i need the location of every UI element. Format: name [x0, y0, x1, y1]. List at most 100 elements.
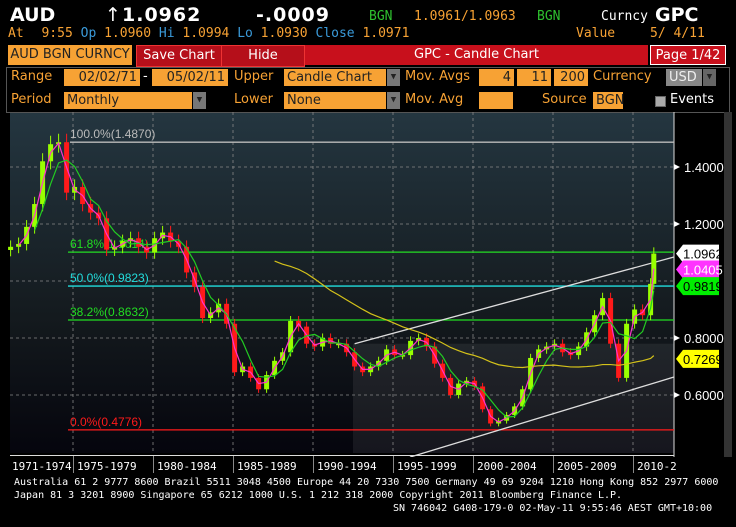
fib-level-label: 50.0%(0.9823) [70, 271, 149, 285]
footer-contacts-2: Japan 81 3 3201 8900 Singapore 65 6212 1… [14, 490, 623, 501]
source-field[interactable]: BGN [593, 92, 625, 109]
fib-level-label: 100.0%(1.4870) [70, 127, 155, 141]
ticker: AUD [10, 4, 56, 26]
trend-channel-lower [409, 376, 675, 457]
y-tick-label: 1.4000 [684, 160, 724, 175]
last-value-label: 1.0962 [683, 247, 723, 262]
range-separator: - [143, 69, 148, 84]
low-value: 1.0930 [260, 26, 308, 41]
last-value-label: 0.9819 [683, 279, 723, 294]
chevron-down-icon[interactable]: ▼ [387, 92, 400, 109]
y-tick-label: 1.2000 [684, 217, 724, 232]
chart-title: GPC - Candle Chart [305, 45, 648, 65]
x-axis-label: 1985-1989 [237, 460, 297, 473]
x-axis-divider [313, 455, 314, 473]
x-axis-label: 2000-2004 [477, 460, 537, 473]
fib-level-label: 38.2%(0.8632) [70, 305, 149, 319]
currency-select[interactable]: USD [666, 69, 702, 86]
last-value-label: 1.0405 [683, 262, 723, 277]
range-start-field[interactable]: 02/02/71 [64, 69, 140, 86]
last-value-tag [676, 244, 719, 263]
range-label: Range [11, 69, 53, 84]
security-field[interactable]: AUD BGN CURNCY [8, 45, 132, 65]
y-tick-label: 0.8000 [684, 331, 724, 346]
lower-label: Lower [234, 92, 273, 107]
y-tick [674, 335, 680, 341]
chevron-down-icon[interactable]: ▼ [193, 92, 206, 109]
fib-level-label: 0.0%(0.4776) [70, 415, 142, 429]
price-source: BGN [369, 9, 393, 24]
events-label: Events [670, 92, 715, 107]
x-axis-divider [233, 455, 234, 473]
function-name: GPC [655, 4, 699, 26]
x-axis-divider [553, 455, 554, 473]
candle-body [336, 343, 342, 346]
scrollbar[interactable] [724, 112, 732, 457]
candle-chart[interactable]: 1.40001.20000.80000.6000100.0%(1.4870)61… [0, 112, 736, 457]
x-axis-label: 1975-1979 [77, 460, 137, 473]
x-axis-label: 2005-2009 [557, 460, 617, 473]
last-value-label: 0.7269 [683, 352, 723, 367]
last-value-tag [676, 260, 719, 279]
chevron-down-icon[interactable]: ▼ [703, 69, 716, 86]
save-chart-button[interactable]: Save Chart [136, 45, 222, 67]
at-label: At [8, 26, 24, 41]
value-date: 5/ 4/11 [650, 26, 705, 41]
x-axis-label: 2010-2 [637, 460, 677, 473]
close-value: 1.0971 [362, 26, 410, 41]
events-checkbox[interactable] [655, 96, 666, 107]
source-label: Source [542, 92, 587, 107]
upper-label: Upper [234, 69, 274, 84]
mov-avgs-label: Mov. Avgs [405, 69, 470, 84]
open-label: Op [80, 26, 97, 41]
candle-body [400, 355, 406, 357]
function-prefix: Curncy [601, 9, 648, 24]
last-value-tag [676, 277, 719, 296]
period-label: Period [11, 92, 52, 107]
bid-ask-source: BGN [537, 9, 561, 24]
y-tick-label: 0.6000 [684, 388, 724, 403]
footer-serial: SN 746042 G408-179-0 02-May-11 9:55:46 A… [393, 503, 713, 514]
x-axis-divider [473, 455, 474, 473]
close-label: Close [315, 26, 355, 41]
mov-avg-3-field[interactable]: 200 [554, 69, 588, 86]
x-axis-divider [73, 455, 74, 473]
x-axis-line [10, 455, 674, 456]
hide-button[interactable]: Hide [221, 45, 305, 67]
x-axis-divider [153, 455, 154, 473]
lower-study-select[interactable]: None [284, 92, 386, 109]
y-tick [674, 392, 680, 398]
up-arrow-icon: ↑ [105, 4, 121, 26]
low-label: Lo [237, 26, 253, 41]
value-label: Value [576, 26, 616, 41]
last-price: 1.0962 [122, 4, 202, 26]
x-axis-label: 1971-1974 [12, 460, 72, 473]
candle-body [8, 246, 14, 250]
upper-study-select[interactable]: Candle Chart [284, 69, 386, 86]
net-change: -.0009 [256, 4, 330, 26]
candle-body [651, 253, 657, 284]
range-end-field[interactable]: 05/02/11 [152, 69, 228, 86]
mov-avg-field[interactable] [479, 92, 513, 109]
x-axis-label: 1990-1994 [317, 460, 377, 473]
trend-channel-upper [354, 256, 675, 345]
high-label: Hi [158, 26, 175, 41]
x-axis-label: 1980-1984 [157, 460, 217, 473]
open-value: 1.0960 [104, 26, 152, 41]
footer-contacts-1: Australia 61 2 9777 8600 Brazil 5511 304… [14, 477, 719, 488]
period-select[interactable]: Monthly [64, 92, 192, 109]
mov-avg-label: Mov. Avg [405, 92, 464, 107]
mov-avg-2-field[interactable]: 11 [517, 69, 551, 86]
page-indicator[interactable]: Page 1/42 [650, 45, 726, 65]
high-value: 1.0994 [182, 26, 230, 41]
mov-avg-1-field[interactable]: 4 [479, 69, 514, 86]
chevron-down-icon[interactable]: ▼ [387, 69, 400, 86]
ma-200-line [274, 260, 655, 369]
x-axis-divider [393, 455, 394, 473]
currency-label: Currency [593, 69, 652, 84]
bid-ask: 1.0961/1.0963 [414, 9, 516, 24]
ma-11-line [34, 159, 655, 418]
controls-panel [6, 67, 730, 113]
x-axis-label: 1995-1999 [397, 460, 457, 473]
y-tick [674, 164, 680, 170]
